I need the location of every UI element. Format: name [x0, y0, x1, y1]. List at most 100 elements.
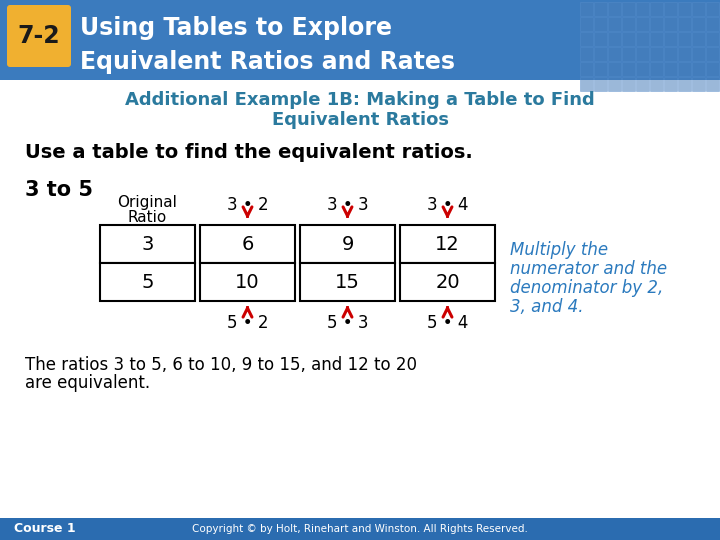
Text: 15: 15 — [335, 273, 360, 292]
Text: 20: 20 — [435, 273, 460, 292]
Bar — [664, 77, 677, 91]
Bar — [622, 17, 635, 31]
Bar — [608, 47, 621, 61]
Text: 6: 6 — [241, 234, 253, 253]
Text: Multiply the: Multiply the — [510, 241, 608, 259]
Bar — [200, 263, 295, 301]
Bar — [608, 2, 621, 16]
Bar — [650, 17, 663, 31]
Bar — [608, 17, 621, 31]
Bar — [678, 32, 691, 46]
Text: 3 • 3: 3 • 3 — [327, 196, 369, 214]
Text: are equivalent.: are equivalent. — [25, 374, 150, 392]
Text: 12: 12 — [435, 234, 460, 253]
Bar — [580, 77, 593, 91]
Bar — [594, 17, 607, 31]
Bar — [678, 17, 691, 31]
Text: 7-2: 7-2 — [18, 24, 60, 48]
Bar — [594, 62, 607, 76]
Bar — [664, 62, 677, 76]
Text: denominator by 2,: denominator by 2, — [510, 279, 663, 297]
Bar — [594, 2, 607, 16]
Text: Ratio: Ratio — [128, 210, 167, 225]
Text: Additional Example 1B: Making a Table to Find: Additional Example 1B: Making a Table to… — [125, 91, 595, 109]
Bar — [0, 518, 720, 540]
Bar — [100, 263, 195, 301]
Bar — [650, 32, 663, 46]
Bar — [692, 2, 705, 16]
Bar — [650, 47, 663, 61]
Bar — [622, 62, 635, 76]
Bar — [664, 17, 677, 31]
Bar — [692, 17, 705, 31]
Text: 3 to 5: 3 to 5 — [25, 180, 93, 200]
Bar — [636, 47, 649, 61]
Bar — [200, 225, 295, 263]
Bar — [580, 47, 593, 61]
Bar — [636, 32, 649, 46]
Text: 9: 9 — [341, 234, 354, 253]
Text: 3, and 4.: 3, and 4. — [510, 298, 583, 316]
Bar — [100, 225, 195, 263]
Bar — [636, 62, 649, 76]
Text: Copyright © by Holt, Rinehart and Winston. All Rights Reserved.: Copyright © by Holt, Rinehart and Winsto… — [192, 524, 528, 534]
Text: 3 • 4: 3 • 4 — [427, 196, 468, 214]
Bar — [706, 47, 719, 61]
Bar — [580, 62, 593, 76]
Bar — [692, 47, 705, 61]
Bar — [622, 32, 635, 46]
Bar — [678, 62, 691, 76]
Bar — [594, 32, 607, 46]
Bar — [636, 77, 649, 91]
Text: 5 • 4: 5 • 4 — [427, 314, 468, 332]
Bar — [594, 47, 607, 61]
Bar — [692, 77, 705, 91]
Bar — [608, 77, 621, 91]
Bar — [678, 2, 691, 16]
Bar — [636, 17, 649, 31]
Text: Equivalent Ratios and Rates: Equivalent Ratios and Rates — [80, 50, 455, 74]
Bar — [300, 225, 395, 263]
Bar — [636, 2, 649, 16]
Bar — [664, 2, 677, 16]
Bar — [608, 32, 621, 46]
Bar — [580, 17, 593, 31]
Text: 5: 5 — [141, 273, 154, 292]
Bar — [692, 62, 705, 76]
Bar — [580, 32, 593, 46]
FancyBboxPatch shape — [7, 5, 71, 67]
Bar — [622, 2, 635, 16]
Text: 5 • 3: 5 • 3 — [327, 314, 368, 332]
Bar — [692, 32, 705, 46]
Bar — [706, 77, 719, 91]
Bar — [706, 17, 719, 31]
Bar — [706, 2, 719, 16]
Bar — [580, 2, 593, 16]
Bar — [608, 62, 621, 76]
Text: 10: 10 — [235, 273, 260, 292]
Bar — [622, 47, 635, 61]
Bar — [594, 77, 607, 91]
Text: The ratios 3 to 5, 6 to 10, 9 to 15, and 12 to 20: The ratios 3 to 5, 6 to 10, 9 to 15, and… — [25, 356, 417, 374]
Bar — [650, 2, 663, 16]
Text: Course 1: Course 1 — [14, 523, 76, 536]
Bar — [0, 0, 720, 80]
Bar — [678, 77, 691, 91]
Text: Use a table to find the equivalent ratios.: Use a table to find the equivalent ratio… — [25, 143, 473, 161]
Bar — [706, 32, 719, 46]
Text: Original: Original — [117, 194, 177, 210]
Bar — [664, 47, 677, 61]
Text: 3 • 2: 3 • 2 — [227, 196, 269, 214]
Bar — [706, 62, 719, 76]
Bar — [678, 47, 691, 61]
Bar — [300, 263, 395, 301]
Bar — [650, 77, 663, 91]
Bar — [400, 263, 495, 301]
Text: Using Tables to Explore: Using Tables to Explore — [80, 16, 392, 40]
Text: 3: 3 — [141, 234, 153, 253]
Text: numerator and the: numerator and the — [510, 260, 667, 278]
Bar — [622, 77, 635, 91]
Text: Equivalent Ratios: Equivalent Ratios — [271, 111, 449, 129]
Bar — [650, 62, 663, 76]
Bar — [664, 32, 677, 46]
